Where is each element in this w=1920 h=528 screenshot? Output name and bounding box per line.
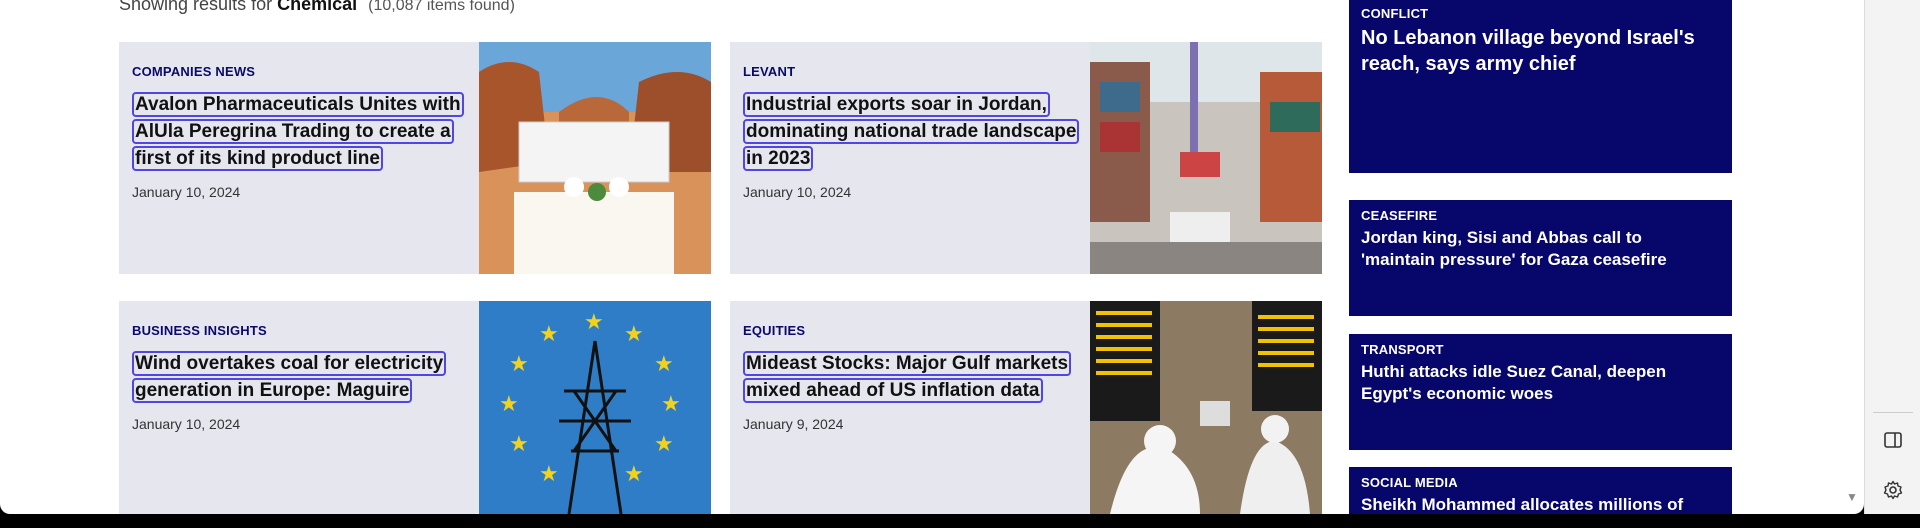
sidebar-story[interactable]: TRANSPORT Huthi attacks idle Suez Canal,…	[1349, 334, 1732, 450]
results-count: (10,087 items found)	[368, 0, 515, 14]
gear-icon[interactable]	[1881, 478, 1905, 502]
svg-text:★: ★	[654, 352, 674, 377]
search-query: Chemical	[277, 0, 358, 14]
sidebar-story[interactable]: CEASEFIRE Jordan king, Sisi and Abbas ca…	[1349, 200, 1732, 316]
scroll-down-arrow-icon[interactable]: ▼	[1846, 490, 1858, 504]
results-prefix: Showing results for	[119, 0, 273, 14]
sidebar-toggle-icon[interactable]	[1881, 428, 1905, 452]
article-category: EQUITIES	[743, 323, 806, 338]
svg-text:★: ★	[499, 392, 519, 417]
article-card[interactable]: EQUITIES Mideast Stocks: Major Gulf mark…	[730, 301, 1322, 514]
article-date: January 10, 2024	[743, 184, 852, 200]
article-date: January 10, 2024	[132, 416, 241, 432]
article-card[interactable]: LEVANT Industrial exports soar in Jordan…	[730, 42, 1322, 274]
sidebar-story-category: CONFLICT	[1361, 6, 1429, 21]
sidebar-story-title[interactable]: Huthi attacks idle Suez Canal, deepen Eg…	[1361, 362, 1667, 403]
article-thumbnail[interactable]	[1090, 301, 1322, 514]
sidebar-story-category: CEASEFIRE	[1361, 208, 1438, 223]
sidebar-story-title[interactable]: No Lebanon village beyond Israel's reach…	[1361, 27, 1695, 75]
sidebar-story-category: SOCIAL MEDIA	[1361, 475, 1458, 490]
rail-divider	[1873, 412, 1913, 413]
sidebar-story-title[interactable]: Jordan king, Sisi and Abbas call to 'mai…	[1361, 228, 1667, 269]
article-card[interactable]: COMPANIES NEWS Avalon Pharmaceuticals Un…	[119, 42, 711, 274]
svg-text:★: ★	[584, 310, 604, 335]
article-date: January 10, 2024	[132, 184, 241, 200]
svg-text:★: ★	[509, 432, 529, 457]
sidebar-story-category: TRANSPORT	[1361, 342, 1444, 357]
sidebar-story[interactable]: CONFLICT No Lebanon village beyond Israe…	[1349, 0, 1732, 173]
browser-side-rail	[1864, 0, 1920, 514]
article-thumbnail[interactable]	[479, 42, 711, 274]
results-summary: Showing results for Chemical (10,087 ite…	[119, 0, 515, 15]
article-title-link[interactable]: Avalon Pharmaceuticals Unites with AlUla…	[132, 91, 467, 172]
browser-viewport: Showing results for Chemical (10,087 ite…	[0, 0, 1864, 514]
svg-text:★: ★	[539, 322, 559, 347]
svg-text:★: ★	[509, 352, 529, 377]
article-thumbnail[interactable]	[1090, 42, 1322, 274]
article-title-link[interactable]: Wind overtakes coal for electricity gene…	[132, 350, 467, 404]
sidebar-story[interactable]: SOCIAL MEDIA Sheikh Mohammed allocates m…	[1349, 467, 1732, 514]
article-thumbnail[interactable]: ★ ★ ★ ★ ★ ★ ★ ★ ★ ★ ★	[479, 301, 711, 514]
svg-text:★: ★	[624, 322, 644, 347]
article-card[interactable]: BUSINESS INSIGHTS Wind overtakes coal fo…	[119, 301, 711, 514]
article-category: LEVANT	[743, 64, 796, 79]
svg-text:★: ★	[539, 462, 559, 487]
article-title-link[interactable]: Industrial exports soar in Jordan, domin…	[743, 91, 1080, 172]
article-category: COMPANIES NEWS	[132, 64, 256, 79]
sidebar-story-title[interactable]: Sheikh Mohammed allocates millions of	[1361, 495, 1684, 514]
article-date: January 9, 2024	[743, 416, 844, 432]
svg-text:★: ★	[654, 432, 674, 457]
article-category: BUSINESS INSIGHTS	[132, 323, 267, 338]
svg-text:★: ★	[624, 462, 644, 487]
svg-text:★: ★	[661, 392, 681, 417]
article-title-link[interactable]: Mideast Stocks: Major Gulf markets mixed…	[743, 350, 1078, 404]
